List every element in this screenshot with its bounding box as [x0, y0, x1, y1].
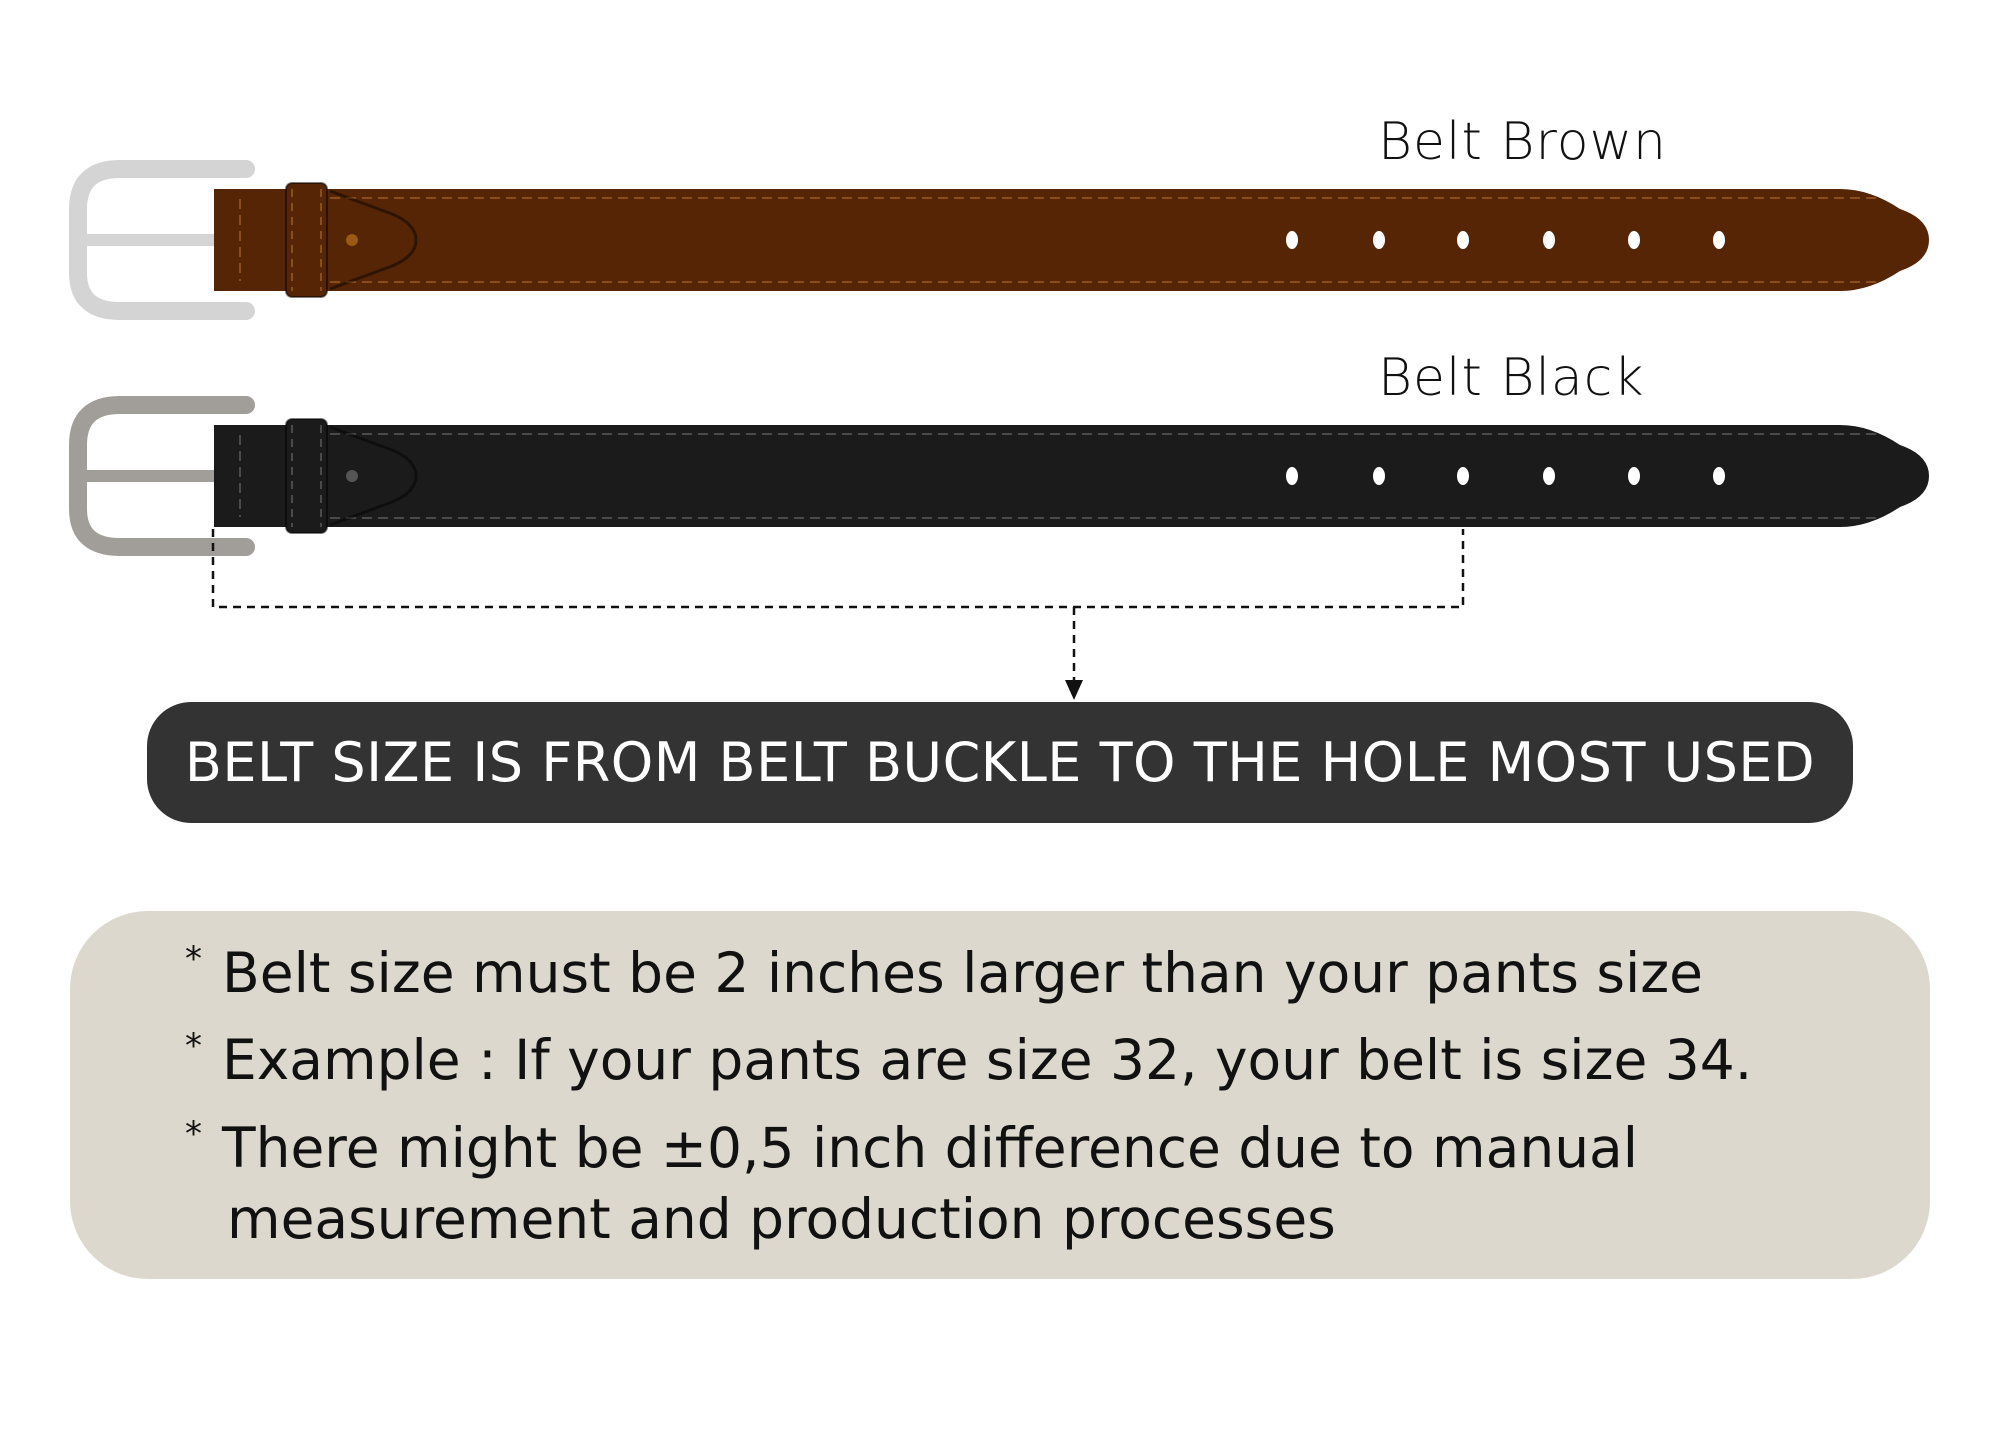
keeper-stitching	[291, 425, 322, 527]
brown-belt	[69, 160, 1929, 320]
belt-hole	[1713, 467, 1725, 485]
bullet-asterisk: *	[185, 1114, 202, 1154]
stitching	[239, 197, 1880, 283]
black-belt	[69, 396, 1929, 556]
belt-hole	[1628, 231, 1640, 249]
note-line: Belt size must be 2 inches larger than y…	[222, 941, 1703, 1005]
belt-hole	[1457, 231, 1469, 249]
belt-hole	[1286, 467, 1298, 485]
bracket-line	[211, 529, 1465, 609]
belt-tip-flap	[329, 189, 418, 291]
belt-strap	[214, 425, 1929, 527]
belt-keeper	[285, 182, 328, 298]
belt-hole	[1457, 467, 1469, 485]
belt-keeper	[285, 418, 328, 534]
belt-hole	[1713, 231, 1725, 249]
notes-box: * Belt size must be 2 inches larger than…	[70, 911, 1930, 1279]
measurement-bracket	[211, 529, 1465, 684]
belt-hole	[1543, 231, 1555, 249]
note-line: measurement and production processes	[227, 1187, 1336, 1251]
note-line: There might be ±0,5 inch difference due …	[222, 1116, 1639, 1180]
stitching	[239, 433, 1880, 519]
keeper-stitching	[291, 189, 322, 291]
belt-hole	[1373, 467, 1385, 485]
size-banner: BELT SIZE IS FROM BELT BUCKLE TO THE HOL…	[147, 702, 1853, 823]
belt-brown-label: Belt Brown	[1378, 112, 1667, 172]
belt-tip-flap	[329, 425, 418, 527]
bullet-asterisk: *	[185, 1026, 202, 1066]
belt-hole	[1628, 467, 1640, 485]
size-banner-text: BELT SIZE IS FROM BELT BUCKLE TO THE HOL…	[184, 731, 1816, 794]
arrow-down-icon	[1065, 680, 1083, 700]
belt-strap	[214, 189, 1929, 291]
belt-black-label: Belt Black	[1378, 348, 1645, 408]
belt-hole	[1543, 467, 1555, 485]
rivet	[346, 234, 358, 246]
belt-hole	[1286, 231, 1298, 249]
note-line: Example : If your pants are size 32, you…	[222, 1028, 1753, 1092]
bullet-asterisk: *	[185, 939, 202, 979]
belt-hole	[1373, 231, 1385, 249]
rivet	[346, 470, 358, 482]
